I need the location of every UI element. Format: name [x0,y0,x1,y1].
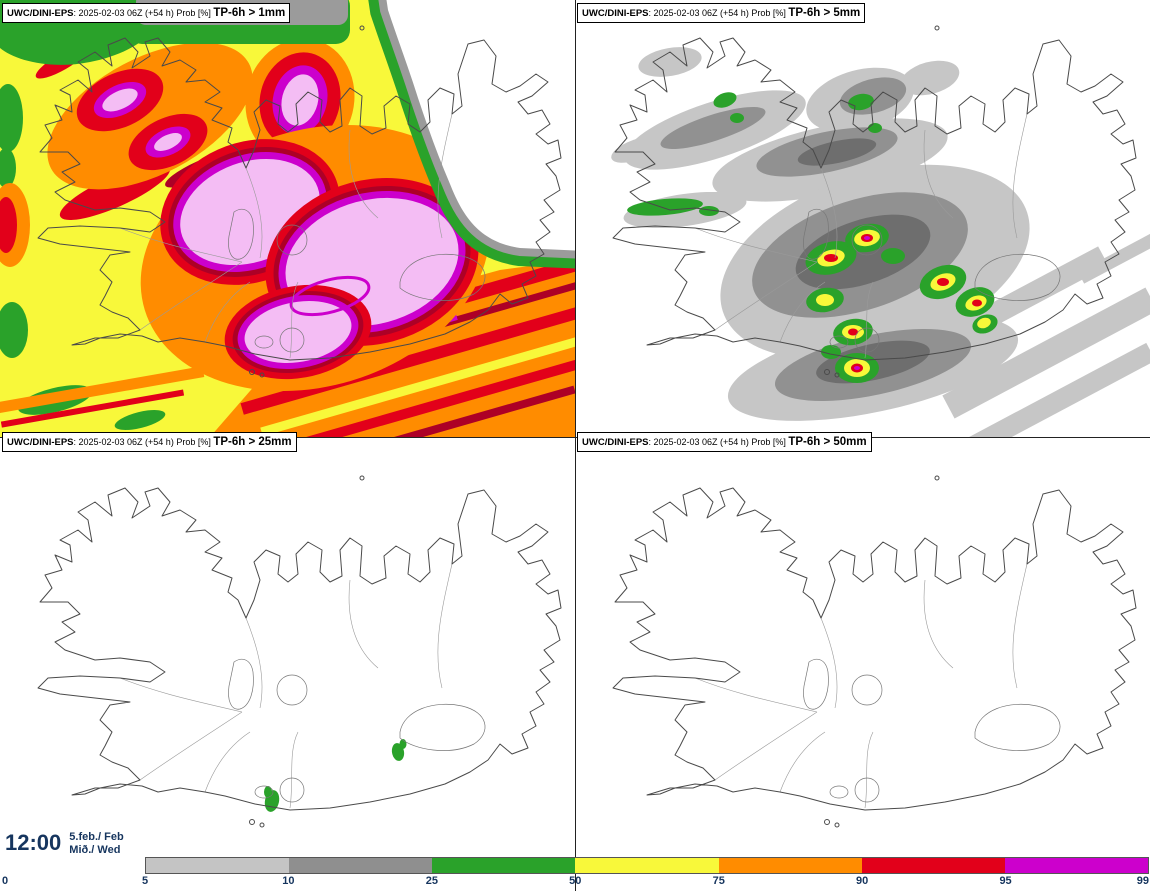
colorbar-tick-label: 90 [856,875,869,887]
threshold-label: TP-6h > 1mm [213,7,286,19]
colorbar-tick-label: 50 [569,875,582,887]
colorbar-tick-label: 75 [712,875,725,887]
model-name: UWC/DINI-EPS [7,437,74,448]
colorbar-tick-label: 10 [282,875,295,887]
threshold-label: TP-6h > 25mm [213,436,292,448]
threshold-label: TP-6h > 50mm [788,436,867,448]
panel-title-tp-5mm: UWC/DINI-EPS: 2025-02-03 06Z (+54 h) Pro… [577,3,866,23]
map-panel-tp-1mm [0,0,575,437]
map-panel-tp-50mm [612,475,1137,828]
panel-title-tp-1mm: UWC/DINI-EPS: 2025-02-03 06Z (+54 h) Pro… [2,3,291,23]
model-name: UWC/DINI-EPS [582,437,649,448]
colorbar-ticks: 0 5 10 25 50 75 90 95 99 [0,875,1150,891]
panel-divider-vertical [575,0,576,891]
colorbar-segment [146,858,290,873]
threshold-label: TP-6h > 5mm [788,7,861,19]
map-panel-tp-25mm [37,475,562,828]
panel-title-tp-50mm: UWC/DINI-EPS: 2025-02-03 06Z (+54 h) Pro… [577,432,872,452]
colorbar-tick-label: 95 [999,875,1012,887]
valid-weekday: Mið./ Wed [69,844,121,856]
prob-field-1mm [0,0,575,437]
colorbar-segment [575,858,719,873]
colorbar-tick-label: 25 [425,875,438,887]
colorbar-segment [718,858,862,873]
valid-date: 5.feb./ Feb [69,831,124,843]
colorbar-segment [861,858,1005,873]
map-panel-tp-5mm [611,25,1150,437]
run-details: : 2025-02-03 06Z (+54 h) Prob [%] [648,437,789,447]
colorbar-segment [1004,858,1148,873]
model-name: UWC/DINI-EPS [582,8,649,19]
model-name: UWC/DINI-EPS [7,8,74,19]
run-details: : 2025-02-03 06Z (+54 h) Prob [%] [648,8,789,18]
prob-field-25mm [264,739,407,812]
colorbar-segment [289,858,433,873]
panel-title-tp-25mm: UWC/DINI-EPS: 2025-02-03 06Z (+54 h) Pro… [2,432,297,452]
colorbar-tick-label: 0 [2,875,9,887]
colorbar-tick-label: 5 [141,875,149,887]
run-details: : 2025-02-03 06Z (+54 h) Prob [%] [73,437,214,447]
valid-time-clock: 12:00 [5,830,62,855]
colorbar [145,857,1149,874]
colorbar-segment [432,858,576,873]
run-details: : 2025-02-03 06Z (+54 h) Prob [%] [73,8,214,18]
valid-time-block: 12:00 5.feb./ Feb Mið./ Wed [5,829,124,857]
prob-field-5mm [611,47,1150,437]
panel-divider-horizontal [0,437,1150,438]
colorbar-tick-label: 99 [1136,875,1149,887]
